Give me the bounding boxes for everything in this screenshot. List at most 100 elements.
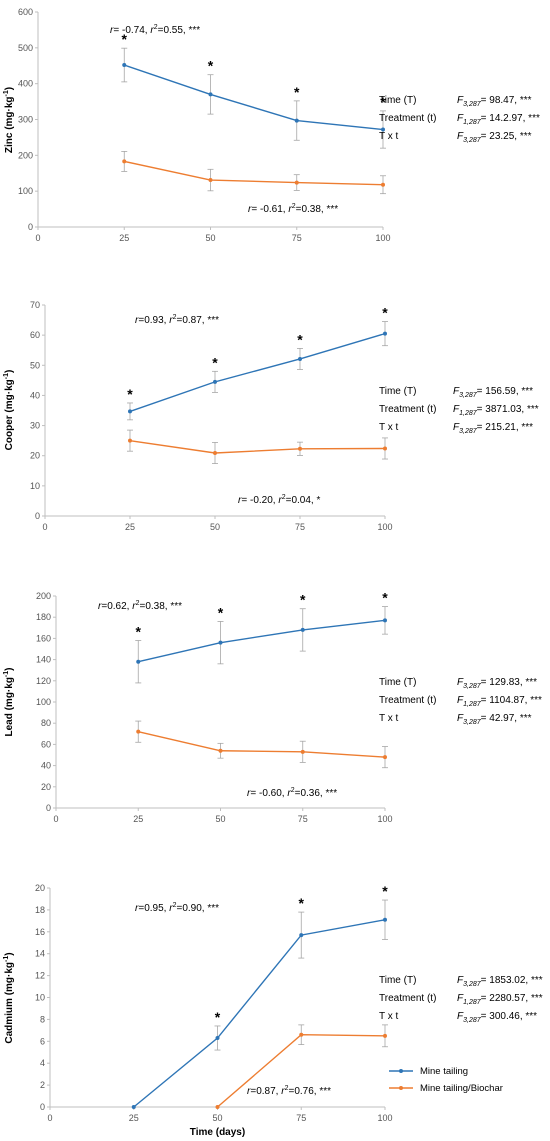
legend-label: Mine tailing/Biochar: [420, 1083, 503, 1094]
y-tick-label: 60: [30, 330, 40, 340]
y-tick-label: 200: [18, 150, 33, 160]
chart-panel-3: 0 2 4 6 8 10 12 14 16 18 20 0 25 50 75 100 * * *: [35, 883, 393, 1123]
y-tick-label: 8: [40, 1014, 45, 1024]
data-point: [215, 1105, 220, 1109]
y-tick-label: 40: [41, 761, 51, 771]
data-point: [383, 446, 387, 451]
stat-value: F3,287= 156.59, ***: [453, 386, 533, 399]
series-line-1: [138, 730, 386, 758]
y-tick-label: 6: [40, 1036, 45, 1046]
legend: Mine tailing Mine tailing/Biochar: [389, 1066, 503, 1094]
stat-label: T x t: [379, 131, 398, 142]
x-tick-label: 50: [212, 1113, 222, 1123]
significance-star: *: [215, 1009, 221, 1025]
chart-panel-0: 0 100 200 300 400 500 600 0 25 50 75 100 * * * *: [18, 7, 391, 243]
data-point: [208, 92, 213, 97]
significance-star: *: [300, 592, 306, 608]
significance-star: *: [382, 590, 388, 606]
stat-label: T x t: [379, 1011, 398, 1022]
annotation-bottom: r= -0.60, r2=0.36, ***: [247, 787, 337, 799]
data-point: [213, 379, 217, 384]
series-line-0: [138, 619, 386, 663]
chart-panel-1: 0 10 20 30 40 50 60 70 0 25 50 75 100 * * * *: [30, 300, 393, 532]
y-tick-label: 0: [46, 803, 51, 813]
x-tick-label: 25: [133, 814, 143, 824]
data-point: [381, 127, 385, 132]
x-tick-label: 75: [296, 1113, 306, 1123]
annotation-top: r=0.93, r2=0.87, ***: [135, 314, 219, 326]
significance-star: *: [382, 305, 388, 321]
significance-star: *: [380, 94, 386, 110]
series-line-0: [133, 919, 386, 1108]
data-point: [208, 178, 213, 183]
y-tick-label: 4: [40, 1058, 45, 1068]
y-tick-label: 16: [35, 927, 45, 937]
stat-value: F1,287= 2280.57, ***: [457, 993, 543, 1006]
annotation-top: r= -0.74, r2=0.55, ***: [110, 24, 200, 36]
y-tick-label: 10: [35, 993, 45, 1003]
x-axis-label: Time (days): [190, 1127, 245, 1138]
data-point: [298, 356, 302, 361]
stat-label: Time (T): [379, 386, 416, 397]
y-tick-label: 400: [18, 79, 33, 89]
data-point: [294, 180, 299, 185]
significance-star: *: [294, 84, 300, 100]
data-point: [383, 618, 387, 623]
y-axis-label: Lead (mg·kg-1): [3, 667, 15, 736]
data-point: [299, 1032, 304, 1037]
x-tick-label: 100: [377, 522, 392, 532]
significance-star: *: [212, 354, 218, 370]
stat-label: Treatment (t): [379, 695, 436, 706]
significance-star: *: [127, 386, 133, 402]
y-tick-label: 20: [35, 883, 45, 893]
y-tick-label: 30: [30, 421, 40, 431]
stat-value: F3,287= 42.97, ***: [457, 713, 532, 726]
x-tick-label: 75: [298, 814, 308, 824]
y-tick-label: 140: [36, 655, 51, 665]
x-tick-label: 100: [377, 814, 392, 824]
y-tick-label: 20: [30, 451, 40, 461]
significance-star: *: [208, 58, 214, 74]
significance-star: *: [297, 331, 303, 347]
stat-label: Time (T): [379, 677, 416, 688]
data-point: [136, 659, 141, 664]
x-tick-label: 75: [295, 522, 305, 532]
data-point: [213, 451, 217, 456]
data-point: [294, 118, 299, 123]
stat-label: Treatment (t): [379, 993, 436, 1004]
significance-star: *: [299, 895, 305, 911]
stat-value: F1,287= 1104.87, ***: [457, 695, 542, 708]
y-tick-label: 200: [36, 591, 51, 601]
stat-value: F3,287= 98.47, ***: [457, 95, 532, 108]
data-point: [218, 748, 223, 753]
annotation-top: r=0.62, r2=0.38, ***: [98, 600, 182, 612]
y-tick-label: 60: [41, 739, 51, 749]
annotation-bottom: r= -0.61, r2=0.38, ***: [248, 203, 338, 215]
legend-marker: [399, 1069, 403, 1073]
y-tick-label: 18: [35, 905, 45, 915]
annotation-bottom: r=0.87, r2=0.76, ***: [247, 1085, 331, 1097]
y-tick-label: 100: [18, 186, 33, 196]
y-tick-label: 10: [30, 481, 40, 491]
series-line-1: [129, 439, 386, 454]
x-tick-label: 0: [53, 814, 58, 824]
stat-value: F3,287= 300.46, ***: [457, 1011, 537, 1024]
y-axis-label: Cadmium (mg·kg-1): [3, 952, 15, 1043]
data-point: [300, 627, 305, 632]
x-tick-label: 50: [210, 522, 220, 532]
significance-star: *: [382, 883, 388, 899]
series-line-0: [129, 332, 386, 413]
legend-label: Mine tailing: [420, 1066, 468, 1077]
data-point: [215, 1036, 220, 1041]
x-tick-label: 75: [292, 233, 302, 243]
stat-label: Treatment (t): [379, 404, 436, 415]
x-tick-label: 25: [119, 233, 129, 243]
x-tick-label: 0: [35, 233, 40, 243]
x-tick-label: 25: [125, 522, 135, 532]
data-point: [122, 63, 127, 68]
stat-value: F3,287= 129.83, ***: [457, 677, 537, 690]
data-point: [383, 917, 387, 922]
x-tick-label: 100: [377, 1113, 392, 1123]
data-point: [298, 446, 302, 451]
